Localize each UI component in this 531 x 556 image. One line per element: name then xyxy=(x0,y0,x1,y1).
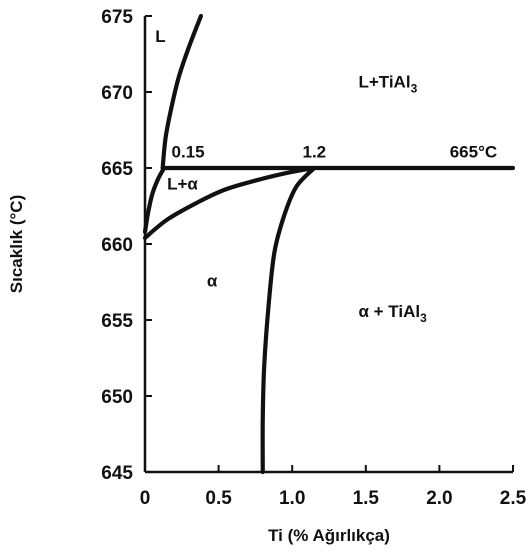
y-tick-label: 645 xyxy=(101,463,133,484)
x-tick-label: 0.5 xyxy=(205,488,232,509)
y-tick-label: 660 xyxy=(101,235,133,256)
annotation-label: L xyxy=(155,27,165,46)
y-axis-title: Sıcaklık (°C) xyxy=(7,195,26,293)
region-annotations: L L+TiAl3 0.15 1.2 665°C L+α α α + TiAl3 xyxy=(155,27,497,325)
x-tick-label: 0 xyxy=(140,488,151,509)
y-tick-label: 670 xyxy=(101,83,133,104)
solvus-line xyxy=(260,165,317,475)
y-tick-label: 675 xyxy=(101,7,133,28)
x-tick-label: 1.5 xyxy=(353,488,380,509)
annotation-label: α xyxy=(207,272,218,291)
annotation-label: 665°C xyxy=(450,142,497,161)
x-tick-label: 2.0 xyxy=(426,488,452,509)
annotation-label: α + TiAl3 xyxy=(358,302,427,325)
x-tick-label: 2.5 xyxy=(500,488,527,509)
y-tick-label: 655 xyxy=(101,311,133,332)
annotation-label: L+TiAl3 xyxy=(358,72,417,95)
x-axis-title: Ti (% Ağırlıkça) xyxy=(268,526,390,545)
x-tick-label: 1.0 xyxy=(279,488,305,509)
annotation-label: L+α xyxy=(167,174,198,193)
y-tick-label: 650 xyxy=(101,387,133,408)
y-tick-label: 665 xyxy=(101,159,133,180)
axes: 0 0.5 1.0 1.5 2.0 2.5 645 650 655 660 665 670 675 xyxy=(101,7,526,509)
solidus-line xyxy=(142,165,317,241)
liquidus-upper-line xyxy=(160,13,204,171)
phase-curves xyxy=(142,13,516,475)
annotation-label: 1.2 xyxy=(303,142,327,161)
liquidus-lower-line xyxy=(142,165,167,234)
annotation-label: 0.15 xyxy=(171,142,204,161)
